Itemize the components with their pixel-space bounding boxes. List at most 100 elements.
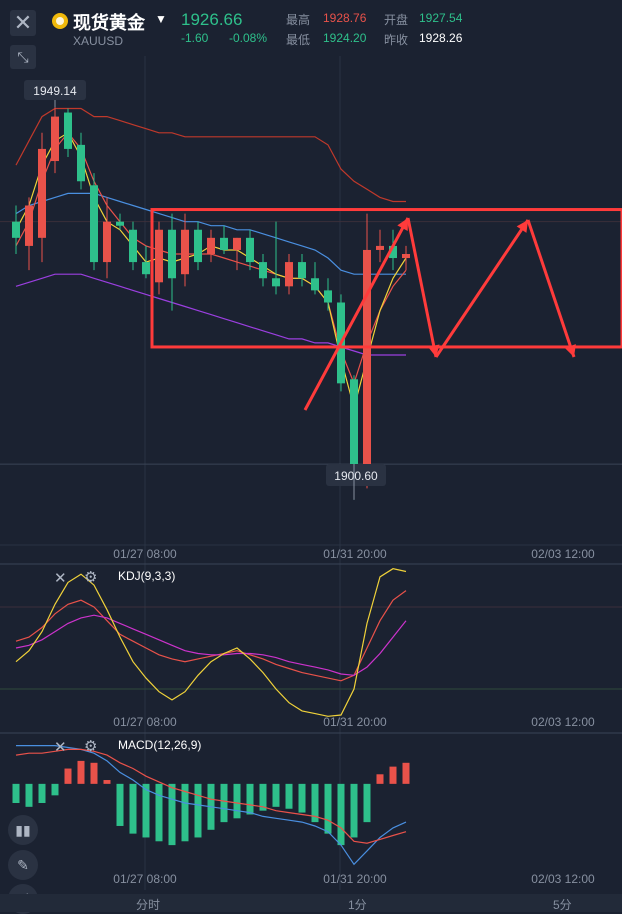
candle-body bbox=[207, 237, 215, 254]
arrow-head bbox=[397, 218, 408, 231]
low-value: 1924.20 bbox=[323, 31, 367, 45]
candle-body bbox=[259, 262, 267, 279]
candle-body bbox=[376, 245, 384, 250]
candle-body bbox=[51, 116, 59, 162]
macd-bar bbox=[285, 783, 293, 809]
candle-body bbox=[311, 278, 319, 291]
macd-bar bbox=[25, 783, 33, 807]
prev-close-label: 昨收 bbox=[384, 33, 409, 47]
settings-icon[interactable]: ⚙ bbox=[84, 738, 98, 755]
candle-body bbox=[64, 112, 72, 149]
max-price-label: 1949.14 bbox=[33, 84, 77, 98]
candle-body bbox=[246, 237, 254, 263]
arrow-head bbox=[516, 220, 528, 233]
macd-bar bbox=[272, 783, 280, 807]
macd-bar bbox=[337, 783, 345, 846]
high-label: 最高 bbox=[286, 13, 311, 27]
candle-body bbox=[103, 221, 111, 263]
macd-panel bbox=[12, 744, 410, 866]
macd-time-label: 02/03 12:00 bbox=[531, 872, 595, 886]
macd-bar bbox=[402, 762, 410, 784]
max-price-tag bbox=[24, 80, 86, 100]
macd-bar bbox=[350, 783, 358, 838]
candle-body bbox=[350, 379, 358, 481]
low-label: 最低 bbox=[286, 33, 311, 47]
macd-bar bbox=[233, 783, 241, 819]
boll-upper-line bbox=[15, 107, 406, 203]
macd-bar bbox=[389, 766, 397, 784]
macd-bar bbox=[259, 783, 267, 811]
axis-labels: 1949.14 1900.60 01/27 08:00 01/31 20:00 02/0… bbox=[24, 80, 595, 886]
annotations bbox=[150, 208, 622, 411]
boll-lower-line bbox=[15, 273, 406, 356]
pencil-icon[interactable]: ✎ bbox=[8, 850, 38, 880]
macd-bar bbox=[64, 768, 72, 784]
kdj-time-label: 01/31 20:00 bbox=[323, 715, 387, 729]
kdj-label: KDJ(9,3,3) bbox=[118, 569, 176, 583]
instrument-symbol: XAUUSD bbox=[73, 34, 124, 48]
min-price-label: 1900.60 bbox=[334, 469, 378, 483]
instrument-name[interactable]: 现货黄金 bbox=[73, 13, 145, 33]
tab-5min[interactable]: 5分 bbox=[553, 898, 572, 912]
macd-time-label: 01/27 08:00 bbox=[113, 872, 177, 886]
candle-body bbox=[116, 221, 124, 226]
macd-bar bbox=[181, 783, 189, 842]
price-time-label: 01/27 08:00 bbox=[113, 547, 177, 561]
candle-body bbox=[90, 185, 98, 263]
candle-body bbox=[363, 249, 371, 473]
candle-body bbox=[77, 144, 85, 182]
shrink-icon[interactable]: ⤡ bbox=[10, 45, 36, 69]
tab-1min[interactable]: 1分 bbox=[348, 898, 367, 912]
period-tab-bar bbox=[0, 894, 622, 912]
macd-bar bbox=[363, 783, 371, 823]
macd-bar bbox=[194, 783, 202, 838]
candle-body bbox=[12, 221, 20, 238]
tab-timeline[interactable]: 分时 bbox=[136, 898, 161, 912]
candle-body bbox=[38, 148, 46, 238]
candle-body bbox=[194, 229, 202, 263]
macd-bar bbox=[246, 783, 254, 815]
quote-header: ✕ ⤡ 现货黄金 ▼ XAUUSD 1926.66 -1.60 -0.08% 最… bbox=[0, 0, 622, 69]
high-value: 1928.76 bbox=[323, 11, 367, 25]
candle-body bbox=[142, 262, 150, 275]
candlestick-series bbox=[12, 107, 410, 500]
arrow-head bbox=[564, 344, 576, 357]
chevron-down-icon[interactable]: ▼ bbox=[155, 12, 167, 26]
settings-icon[interactable]: ⚙ bbox=[84, 569, 98, 586]
macd-bar bbox=[311, 783, 319, 823]
candles-icon[interactable]: ▮▮ bbox=[8, 815, 38, 845]
candle-body bbox=[220, 237, 228, 250]
boll-mid-line bbox=[15, 192, 406, 275]
candle-body bbox=[298, 262, 306, 279]
range-box bbox=[150, 208, 622, 349]
candle-body bbox=[389, 245, 397, 259]
macd-bar bbox=[376, 774, 384, 784]
candle-body bbox=[272, 278, 280, 287]
trend-arrow bbox=[434, 219, 530, 358]
kdj-j-line bbox=[15, 568, 407, 717]
kdj-k-line bbox=[15, 590, 407, 682]
trend-arrow bbox=[406, 217, 438, 358]
macd-bar bbox=[220, 783, 228, 823]
macd-label: MACD(12,26,9) bbox=[118, 738, 202, 752]
macd-bar bbox=[298, 783, 306, 813]
kdj-panel bbox=[0, 568, 622, 717]
macd-dea-line bbox=[15, 748, 407, 844]
candle-body bbox=[129, 229, 137, 263]
candle-body bbox=[168, 229, 176, 279]
close-icon[interactable]: ✕ bbox=[10, 10, 36, 36]
candle-body bbox=[402, 254, 410, 259]
eye-icon[interactable]: ✕ bbox=[54, 739, 67, 756]
candle-body bbox=[181, 229, 189, 275]
min-price-tag bbox=[326, 464, 386, 486]
last-price: 1926.66 bbox=[181, 10, 243, 29]
candle-body bbox=[155, 229, 163, 283]
macd-bar bbox=[12, 783, 20, 803]
open-value: 1927.54 bbox=[419, 11, 463, 25]
macd-bar bbox=[116, 783, 124, 826]
price-change: -1.60 bbox=[181, 31, 209, 45]
kdj-time-label: 01/27 08:00 bbox=[113, 715, 177, 729]
eye-icon[interactable]: ✕ bbox=[54, 570, 67, 587]
